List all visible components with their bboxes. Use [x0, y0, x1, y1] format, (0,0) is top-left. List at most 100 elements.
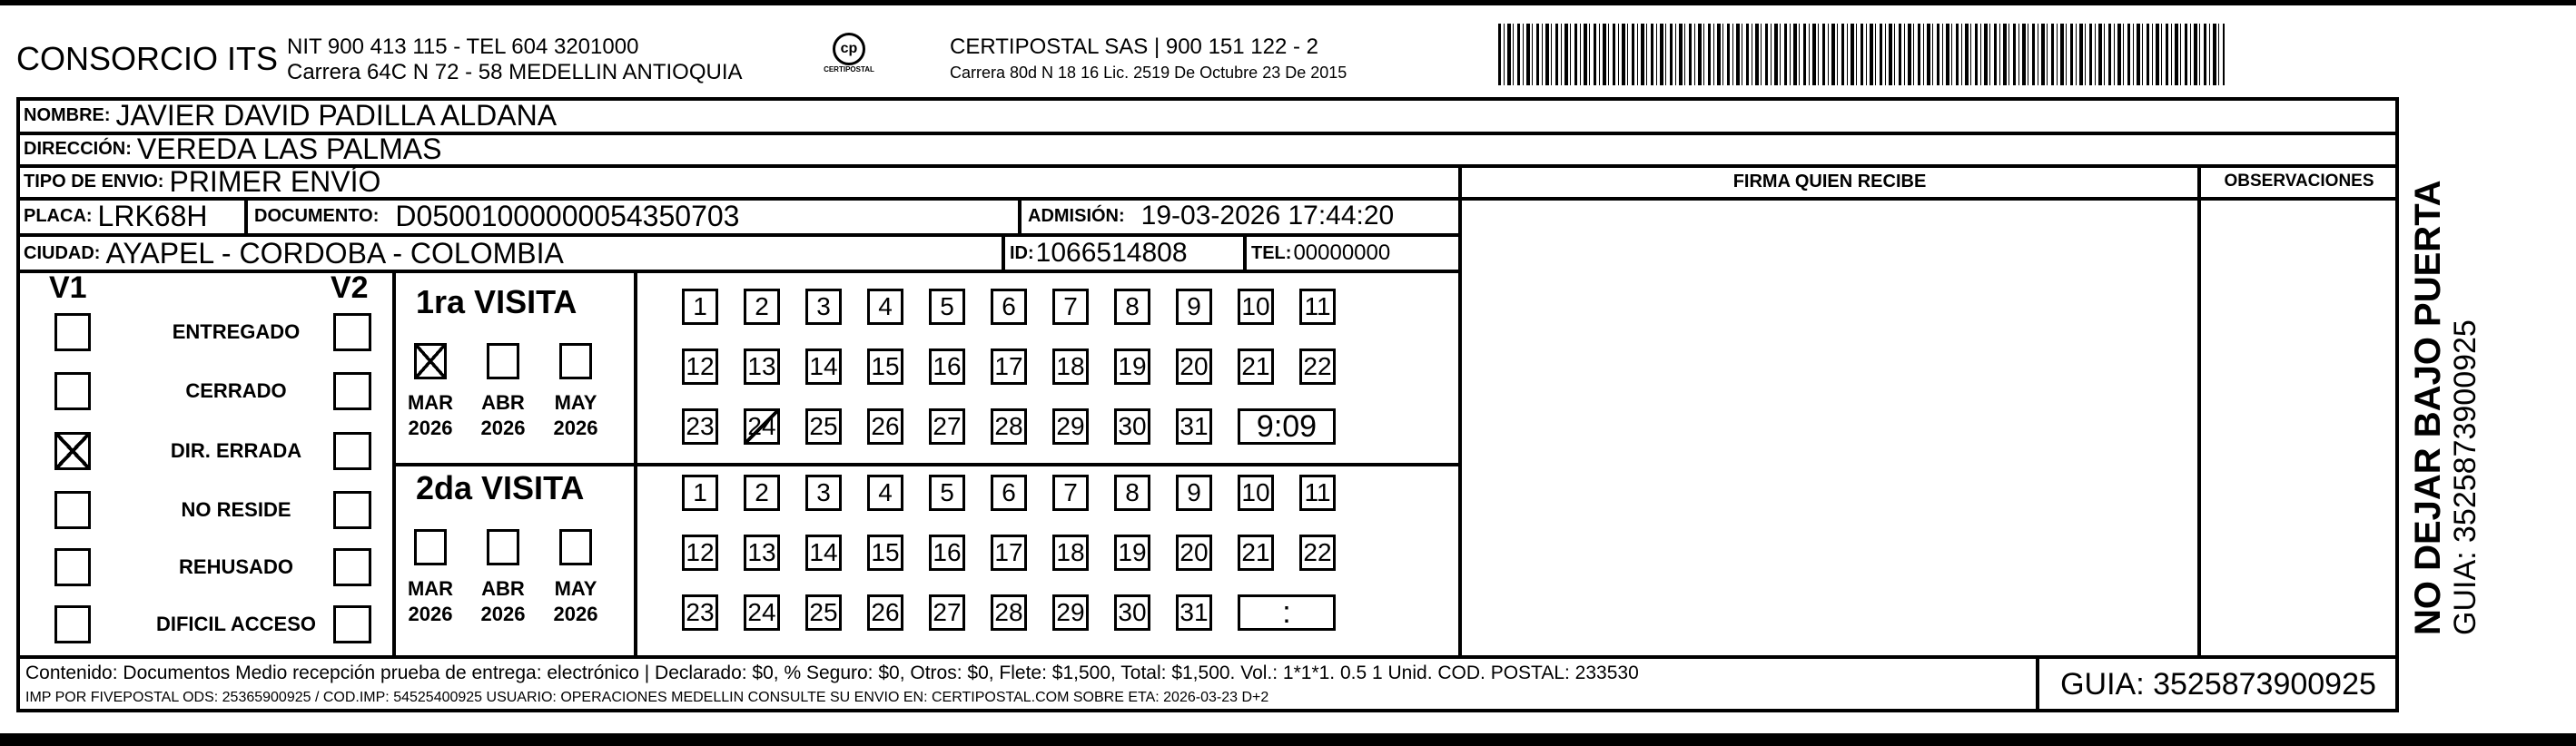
day-box[interactable]: 7: [1052, 475, 1089, 511]
day-box[interactable]: 25: [805, 408, 842, 445]
day-box[interactable]: 2: [744, 289, 780, 325]
day-box[interactable]: 29: [1052, 408, 1089, 445]
day-box[interactable]: 19: [1114, 348, 1150, 385]
observaciones-area[interactable]: [2201, 201, 2397, 655]
day-box[interactable]: 14: [805, 348, 842, 385]
day-box[interactable]: 31: [1176, 594, 1212, 631]
time-box[interactable]: 9:09: [1238, 408, 1336, 445]
firma-signature-area[interactable]: [1462, 201, 2197, 655]
day-box[interactable]: 7: [1052, 289, 1089, 325]
month-checkbox[interactable]: [559, 343, 592, 379]
tel-field: TEL: 00000000: [1251, 240, 1391, 265]
day-box[interactable]: 27: [929, 594, 965, 631]
direccion-field: DIRECCIÓN: VEREDA LAS PALMAS: [24, 132, 442, 165]
carrier-name: CERTIPOSTAL SAS | 900 151 122 - 2: [950, 34, 1318, 59]
status-label: DIFICIL ACCESO: [155, 613, 316, 635]
v1-checkbox[interactable]: [54, 491, 91, 529]
day-box[interactable]: 11: [1299, 475, 1336, 511]
day-box[interactable]: 4: [867, 475, 903, 511]
day-box[interactable]: 17: [991, 535, 1027, 571]
day-box[interactable]: 16: [929, 535, 965, 571]
v2-checkbox[interactable]: [333, 372, 371, 410]
day-box[interactable]: 31: [1176, 408, 1212, 445]
v1-checkbox[interactable]: [54, 313, 91, 351]
month-year: 2026: [553, 603, 598, 625]
v2-checkbox[interactable]: [333, 605, 371, 643]
month-checkbox[interactable]: [414, 343, 447, 379]
day-box[interactable]: 29: [1052, 594, 1089, 631]
id-field: ID: 1066514808: [1010, 238, 1188, 268]
day-box[interactable]: 30: [1114, 594, 1150, 631]
v2-checkbox[interactable]: [333, 432, 371, 470]
day-box[interactable]: 22: [1299, 535, 1336, 571]
day-box[interactable]: 25: [805, 594, 842, 631]
month-name: MAY: [554, 577, 597, 600]
day-box[interactable]: 27: [929, 408, 965, 445]
day-box[interactable]: 1: [682, 289, 718, 325]
day-box[interactable]: 19: [1114, 535, 1150, 571]
day-box[interactable]: 16: [929, 348, 965, 385]
month-checkbox[interactable]: [559, 529, 592, 565]
day-box[interactable]: 10: [1238, 289, 1274, 325]
day-box[interactable]: 3: [805, 475, 842, 511]
v1-checkbox[interactable]: [54, 605, 91, 643]
month-year: 2026: [480, 603, 526, 625]
day-box[interactable]: 26: [867, 594, 903, 631]
v1-checkbox[interactable]: [54, 548, 91, 586]
day-box[interactable]: 18: [1052, 348, 1089, 385]
day-box[interactable]: 1: [682, 475, 718, 511]
day-box[interactable]: 2: [744, 475, 780, 511]
day-box[interactable]: 26: [867, 408, 903, 445]
day-box[interactable]: 14: [805, 535, 842, 571]
day-box[interactable]: 21: [1238, 535, 1274, 571]
day-box[interactable]: 13: [744, 535, 780, 571]
day-box[interactable]: 12: [682, 535, 718, 571]
day-box[interactable]: 20: [1176, 535, 1212, 571]
v2-checkbox[interactable]: [333, 491, 371, 529]
visit-title: 1ra VISITA: [416, 283, 577, 320]
day-box[interactable]: 17: [991, 348, 1027, 385]
v1-header: V1: [49, 270, 87, 305]
day-box[interactable]: 13: [744, 348, 780, 385]
day-box[interactable]: 3: [805, 289, 842, 325]
v2-checkbox[interactable]: [333, 548, 371, 586]
admision-field: ADMISIÓN: 19-03-2026 17:44:20: [1028, 201, 1395, 231]
month-checkbox[interactable]: [487, 343, 519, 379]
visit-title: 2da VISITA: [416, 469, 585, 506]
day-box[interactable]: 23: [682, 594, 718, 631]
day-box[interactable]: 20: [1176, 348, 1212, 385]
documento-field: DOCUMENTO: D05001000000054350703: [254, 199, 740, 232]
day-box[interactable]: 28: [991, 594, 1027, 631]
company-name: CONSORCIO ITS: [16, 40, 279, 77]
day-box[interactable]: 23: [682, 408, 718, 445]
day-box[interactable]: 18: [1052, 535, 1089, 571]
day-box[interactable]: 11: [1299, 289, 1336, 325]
day-box[interactable]: 15: [867, 348, 903, 385]
day-box[interactable]: 5: [929, 289, 965, 325]
day-box[interactable]: 8: [1114, 475, 1150, 511]
month-label: MAR 2026: [399, 576, 462, 627]
day-box[interactable]: 22: [1299, 348, 1336, 385]
day-box[interactable]: 24: [744, 594, 780, 631]
time-box[interactable]: :: [1238, 594, 1336, 631]
v1-checkbox[interactable]: [54, 432, 91, 470]
day-box[interactable]: 21: [1238, 348, 1274, 385]
v2-checkbox[interactable]: [333, 313, 371, 351]
day-box[interactable]: 8: [1114, 289, 1150, 325]
month-name: MAR: [407, 391, 454, 414]
day-box[interactable]: 10: [1238, 475, 1274, 511]
day-box[interactable]: 6: [991, 475, 1027, 511]
day-box[interactable]: 30: [1114, 408, 1150, 445]
day-box[interactable]: 6: [991, 289, 1027, 325]
day-box[interactable]: 4: [867, 289, 903, 325]
day-box[interactable]: 15: [867, 535, 903, 571]
v1-checkbox[interactable]: [54, 372, 91, 410]
day-box[interactable]: 28: [991, 408, 1027, 445]
month-checkbox[interactable]: [487, 529, 519, 565]
month-checkbox[interactable]: [414, 529, 447, 565]
day-box[interactable]: 9: [1176, 475, 1212, 511]
day-box[interactable]: 12: [682, 348, 718, 385]
day-box[interactable]: 9: [1176, 289, 1212, 325]
day-box[interactable]: 24: [744, 408, 780, 445]
day-box[interactable]: 5: [929, 475, 965, 511]
